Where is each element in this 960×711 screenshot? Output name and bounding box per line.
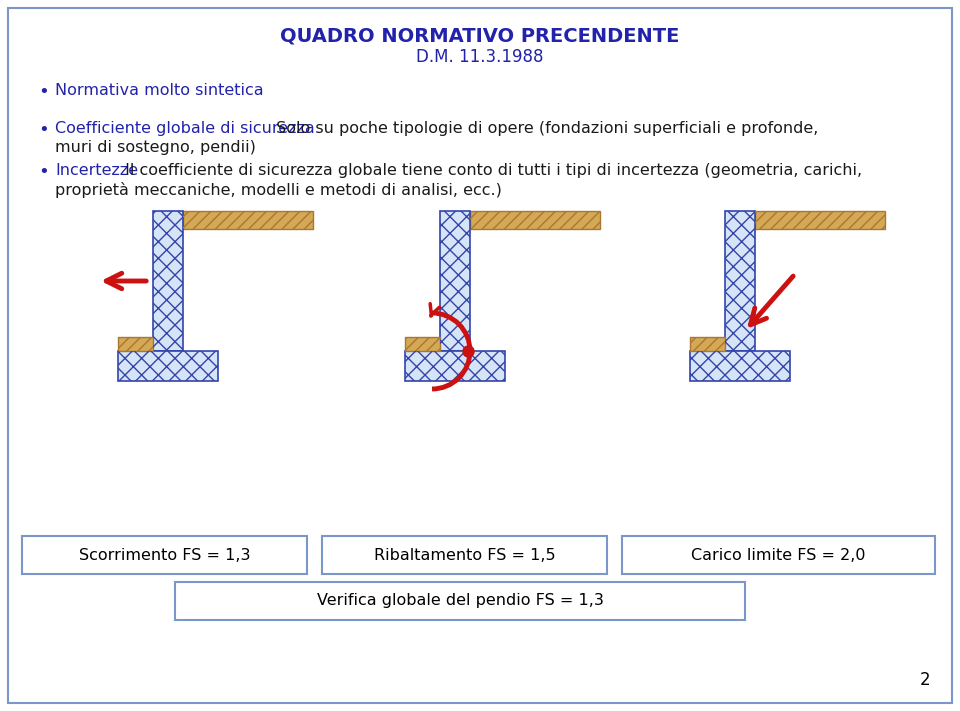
Text: Incertezze: Incertezze (55, 163, 138, 178)
Bar (690, 337, 725, 351)
Bar (755, 211, 885, 229)
Bar (153, 211, 183, 351)
Bar (690, 337, 725, 351)
Bar (183, 211, 313, 229)
Bar (405, 351, 505, 381)
Bar (690, 351, 790, 381)
Bar (118, 351, 218, 381)
Text: QUADRO NORMATIVO PRECENDENTE: QUADRO NORMATIVO PRECENDENTE (280, 26, 680, 45)
Bar (725, 211, 755, 351)
Bar (183, 211, 313, 229)
FancyBboxPatch shape (8, 8, 952, 703)
Bar (405, 351, 505, 381)
Bar (440, 211, 470, 351)
Text: Ribaltamento FS = 1,5: Ribaltamento FS = 1,5 (373, 547, 555, 562)
Bar (622, 536, 935, 574)
Text: Solo su poche tipologie di opere (fondazioni superficiali e profonde,: Solo su poche tipologie di opere (fondaz… (271, 121, 819, 136)
Bar (22, 536, 307, 574)
Bar (175, 582, 745, 620)
Text: Normativa molto sintetica: Normativa molto sintetica (55, 83, 264, 98)
Text: Carico limite FS = 2,0: Carico limite FS = 2,0 (691, 547, 866, 562)
Bar (690, 351, 790, 381)
Bar (153, 211, 183, 351)
Text: 2: 2 (920, 671, 930, 689)
Text: Il coefficiente di sicurezza globale tiene conto di tutti i tipi di incertezza (: Il coefficiente di sicurezza globale tie… (121, 163, 863, 178)
Bar (405, 337, 440, 351)
Bar (118, 337, 153, 351)
Text: D.M. 11.3.1988: D.M. 11.3.1988 (417, 48, 543, 66)
Text: Scorrimento FS = 1,3: Scorrimento FS = 1,3 (79, 547, 251, 562)
Bar (118, 351, 218, 381)
Text: Coefficiente globale di sicurezza: Coefficiente globale di sicurezza (55, 121, 315, 136)
Bar (725, 211, 755, 351)
Text: •: • (38, 163, 49, 181)
Bar (470, 211, 600, 229)
Bar (118, 337, 153, 351)
Text: Verifica globale del pendio FS = 1,3: Verifica globale del pendio FS = 1,3 (317, 594, 604, 609)
Bar (755, 211, 885, 229)
Text: muri di sostegno, pendii): muri di sostegno, pendii) (55, 140, 256, 155)
Text: proprietà meccaniche, modelli e metodi di analisi, ecc.): proprietà meccaniche, modelli e metodi d… (55, 182, 502, 198)
Bar (322, 536, 607, 574)
Text: •: • (38, 83, 49, 101)
Bar (405, 337, 440, 351)
Text: •: • (38, 121, 49, 139)
Bar (470, 211, 600, 229)
Bar (440, 211, 470, 351)
